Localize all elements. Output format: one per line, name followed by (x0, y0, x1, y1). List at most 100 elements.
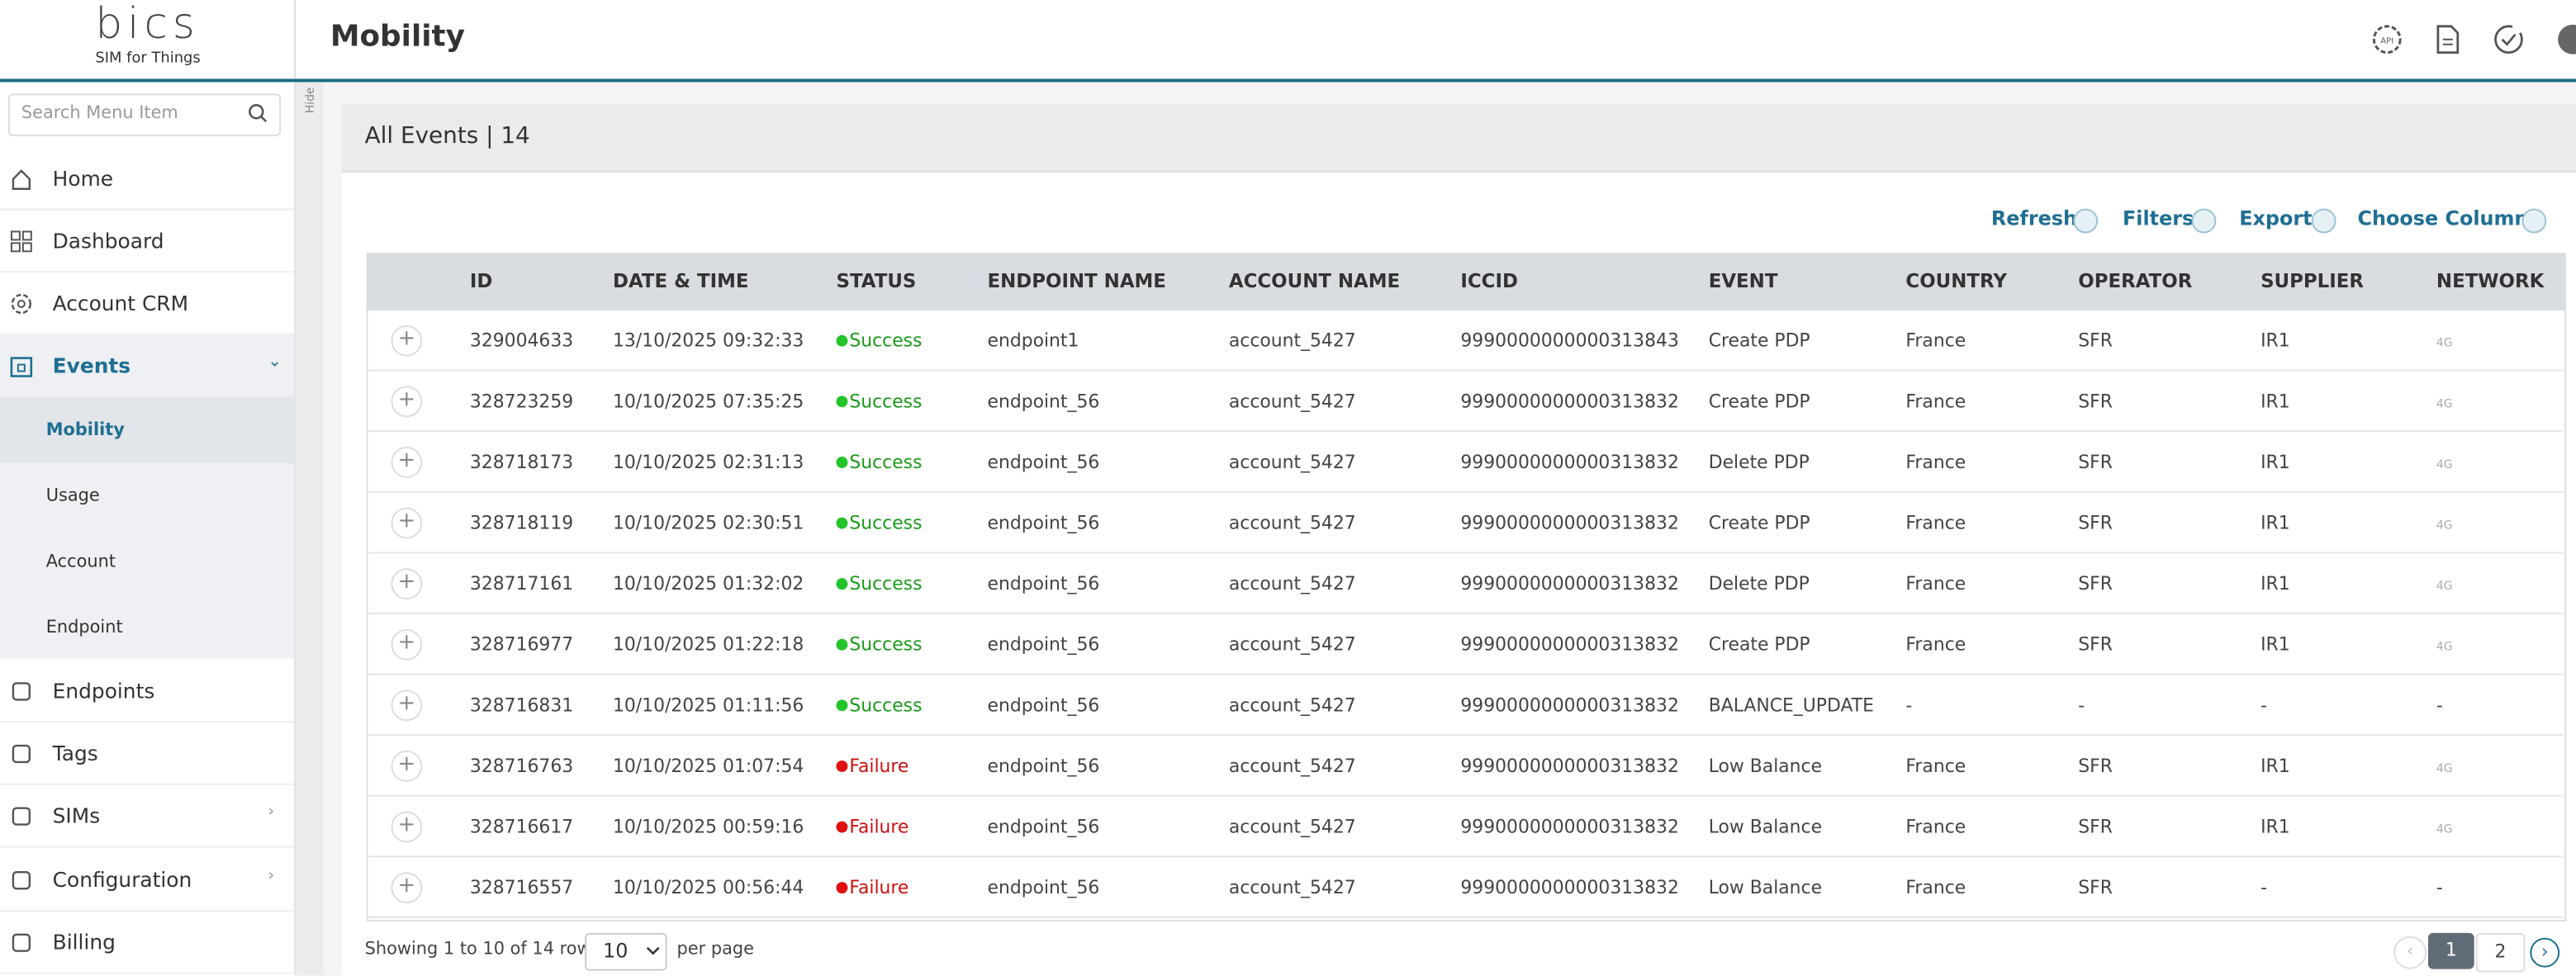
table-cell: SFR (2078, 452, 2113, 475)
status: Failure (849, 756, 908, 779)
column-header[interactable]: STATUS (836, 269, 916, 292)
table-cell: - (2078, 694, 2085, 718)
column-header[interactable]: NETWORK (2436, 269, 2544, 292)
expand-button[interactable]: + (391, 751, 422, 782)
expand-button[interactable]: + (391, 325, 422, 357)
status: Success (849, 573, 922, 596)
table-cell: IR1 (2261, 330, 2290, 353)
column-header[interactable]: ICCID (1460, 269, 1518, 292)
submenu-item[interactable]: Mobility (0, 397, 294, 463)
table-cell: 328716557 (470, 877, 573, 900)
select-caret (646, 946, 661, 956)
menu-label: Tags (53, 740, 98, 765)
menu-item[interactable]: Dashboard (0, 209, 294, 273)
menu-item[interactable]: Tags (0, 721, 294, 785)
hide-strip[interactable]: Hide (296, 82, 324, 975)
expand-button[interactable]: + (391, 689, 422, 721)
menu-item[interactable]: Billing (0, 910, 294, 974)
toolbar-button[interactable]: Filters (2123, 207, 2194, 230)
menu-label: Endpoints (53, 678, 155, 703)
menu-item[interactable]: SIMs› (0, 784, 294, 848)
prev-page[interactable]: ‹ (2393, 936, 2427, 969)
expand-button[interactable]: + (391, 508, 422, 539)
table-cell: 10/10/2025 07:35:25 (613, 391, 804, 414)
table-cell: account_5427 (1229, 513, 1356, 536)
network-icon: 4G (2436, 392, 2453, 415)
column-header[interactable]: COUNTRY (1905, 269, 2006, 292)
column-header[interactable]: ENDPOINT NAME (987, 269, 1165, 292)
status-dot (836, 578, 847, 590)
expand-button[interactable]: + (391, 568, 422, 599)
column-header[interactable]: ID (470, 269, 493, 292)
menu-item[interactable]: Home (0, 146, 294, 211)
table-cell: 9990000000000313843 (1460, 330, 1679, 353)
page-size: 10 (603, 940, 628, 963)
tasks[interactable] (2496, 26, 2522, 53)
toolbar-button[interactable]: Export (2239, 207, 2312, 230)
column-header[interactable]: ACCOUNT NAME (1229, 269, 1400, 292)
menu-item[interactable]: Configuration› (0, 847, 294, 912)
submenu-label: Endpoint (46, 618, 123, 637)
column-header[interactable]: OPERATOR (2078, 269, 2192, 292)
network-icon: 4G (2436, 332, 2453, 355)
table-cell: France (1905, 877, 1966, 900)
table-cell: SFR (2078, 877, 2113, 900)
expand-button[interactable]: + (391, 386, 422, 417)
table-cell: 9990000000000313832 (1460, 513, 1679, 536)
submenu-item[interactable]: Usage (0, 463, 294, 529)
toolbar-button[interactable]: Refresh (1991, 207, 2077, 230)
page-button[interactable]: 1 (2428, 933, 2474, 969)
documents[interactable] (2438, 26, 2458, 53)
icon (10, 931, 33, 955)
table-cell: endpoint_56 (987, 452, 1099, 475)
status: Success (849, 330, 922, 353)
table-cell: IR1 (2261, 452, 2290, 475)
table-cell: account_5427 (1229, 817, 1356, 840)
api-settings[interactable]: API (2374, 26, 2400, 53)
table-cell: BALANCE_UPDATE (1709, 694, 1874, 718)
table-cell: SFR (2078, 756, 2113, 779)
search-box[interactable]: Search Menu Item (8, 93, 281, 136)
menu-label: Dashboard (53, 227, 164, 252)
table-cell: account_5427 (1229, 756, 1356, 779)
divider (294, 0, 296, 78)
table-cell: account_5427 (1229, 573, 1356, 596)
table-cell: 9990000000000313832 (1460, 877, 1679, 900)
chevron: › (268, 803, 274, 822)
table-cell: 328716831 (470, 694, 573, 718)
network-icon: 4G (2436, 818, 2453, 841)
submenu-item[interactable]: Account (0, 529, 294, 595)
column-header[interactable]: DATE & TIME (613, 269, 749, 292)
menu-item[interactable]: Endpoints (0, 659, 294, 723)
table-cell: 9990000000000313832 (1460, 573, 1679, 596)
icon (10, 355, 33, 378)
table-cell: 9990000000000313832 (1460, 634, 1679, 657)
table-cell: SFR (2078, 330, 2113, 353)
icon (10, 230, 33, 253)
page-button[interactable]: 2 (2476, 933, 2526, 973)
submenu-item[interactable]: Endpoint (0, 595, 294, 661)
table-cell: account_5427 (1229, 694, 1356, 718)
page-size-select[interactable]: 10 (585, 933, 667, 971)
expand-button[interactable]: + (391, 872, 422, 903)
expand-button[interactable]: + (391, 629, 422, 661)
expand-button[interactable]: + (391, 812, 422, 843)
expand-button[interactable]: + (391, 447, 422, 478)
api-label: API (2380, 37, 2393, 46)
menu-item[interactable]: Account CRM (0, 271, 294, 335)
menu-item[interactable]: Events⌄ (0, 334, 294, 398)
table-cell: 9990000000000313832 (1460, 694, 1679, 718)
table-cell: 328716763 (470, 756, 573, 779)
column-header[interactable]: SUPPLIER (2261, 269, 2364, 292)
column-header[interactable]: EVENT (1709, 269, 1778, 292)
avatar[interactable] (2558, 25, 2576, 54)
table-cell: Low Balance (1709, 877, 1822, 900)
toolbar-button[interactable]: Choose Columns (2357, 207, 2540, 230)
table-cell: France (1905, 391, 1966, 414)
table-cell: account_5427 (1229, 330, 1356, 353)
table-cell: - (2436, 877, 2443, 900)
table-cell: endpoint_56 (987, 391, 1099, 414)
next-page[interactable]: › (2530, 938, 2559, 968)
table-cell: 329004633 (470, 330, 573, 353)
table-cell: 10/10/2025 00:56:44 (613, 877, 804, 900)
